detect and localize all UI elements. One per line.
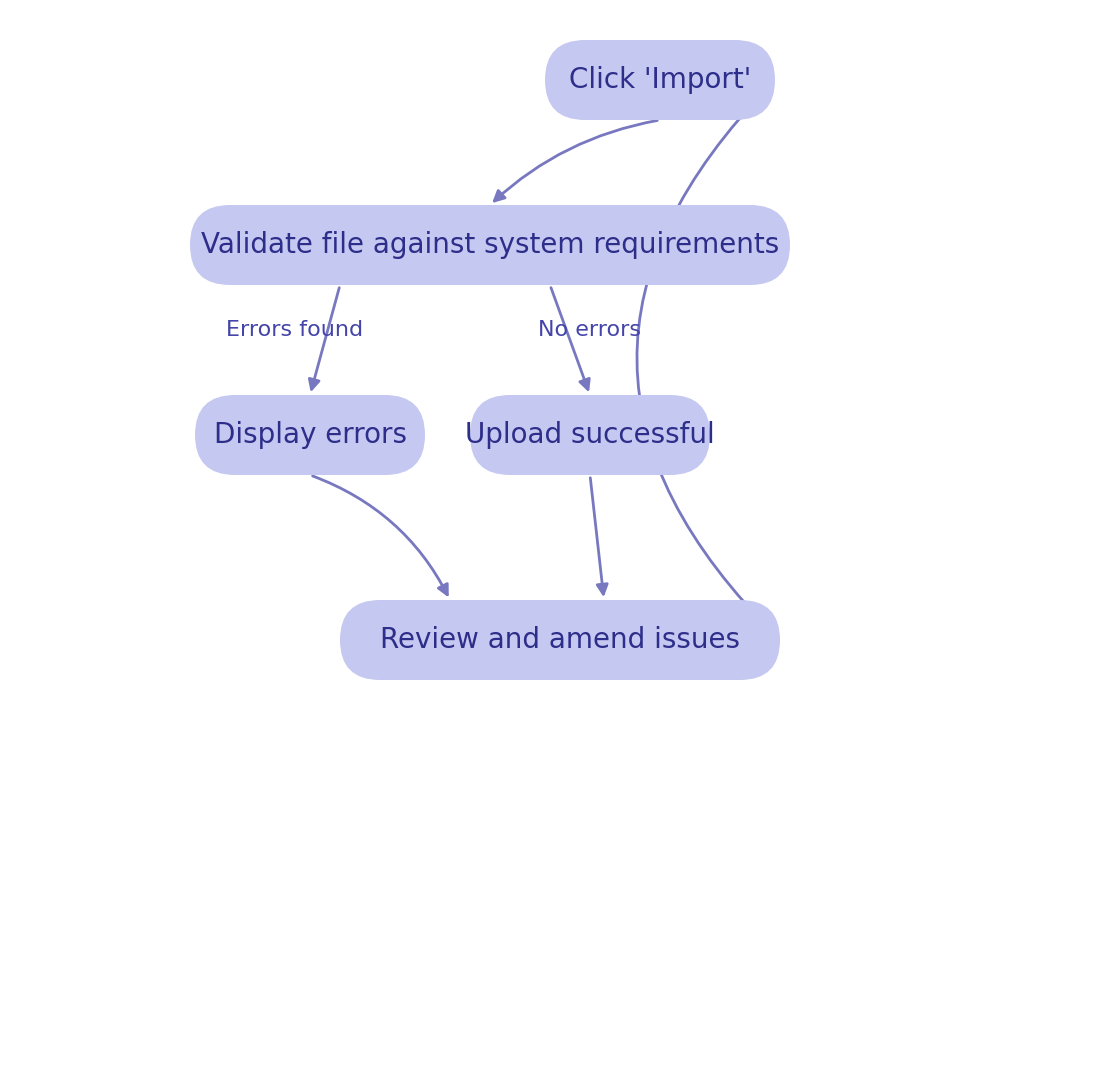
Text: Review and amend issues: Review and amend issues	[380, 626, 740, 654]
FancyBboxPatch shape	[340, 600, 780, 680]
FancyBboxPatch shape	[190, 205, 790, 285]
Text: Errors found: Errors found	[226, 320, 364, 340]
Text: Click 'Import': Click 'Import'	[569, 66, 752, 94]
Text: Upload successful: Upload successful	[465, 421, 715, 449]
FancyBboxPatch shape	[195, 395, 424, 475]
FancyBboxPatch shape	[470, 395, 710, 475]
Text: Display errors: Display errors	[214, 421, 407, 449]
Text: Validate file against system requirements: Validate file against system requirement…	[200, 231, 780, 259]
FancyBboxPatch shape	[545, 40, 775, 120]
Text: No errors: No errors	[539, 320, 642, 340]
